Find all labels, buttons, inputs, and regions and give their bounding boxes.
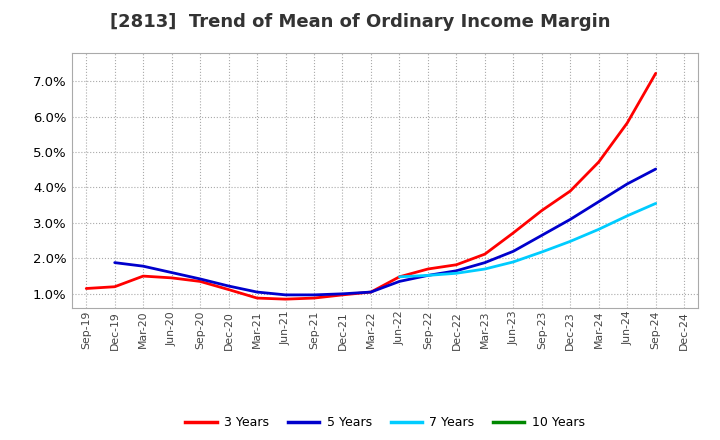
5 Years xyxy=(652,166,660,172)
7 Years xyxy=(623,213,631,219)
3 Years xyxy=(282,297,290,302)
3 Years xyxy=(167,275,176,281)
5 Years xyxy=(310,292,318,297)
5 Years xyxy=(253,290,261,295)
5 Years xyxy=(509,249,518,254)
3 Years xyxy=(82,286,91,291)
5 Years xyxy=(537,233,546,238)
3 Years xyxy=(537,208,546,213)
3 Years xyxy=(338,292,347,297)
3 Years xyxy=(366,290,375,295)
5 Years xyxy=(452,268,461,273)
7 Years xyxy=(480,266,489,271)
5 Years xyxy=(282,292,290,297)
5 Years xyxy=(196,276,204,282)
3 Years xyxy=(623,120,631,126)
5 Years xyxy=(566,217,575,222)
7 Years xyxy=(652,201,660,206)
3 Years xyxy=(423,266,432,271)
3 Years xyxy=(509,230,518,235)
Legend: 3 Years, 5 Years, 7 Years, 10 Years: 3 Years, 5 Years, 7 Years, 10 Years xyxy=(181,411,590,434)
7 Years xyxy=(423,273,432,278)
5 Years xyxy=(110,260,119,265)
3 Years xyxy=(110,284,119,290)
Text: [2813]  Trend of Mean of Ordinary Income Margin: [2813] Trend of Mean of Ordinary Income … xyxy=(109,13,611,31)
7 Years xyxy=(566,239,575,244)
3 Years xyxy=(452,262,461,268)
Line: 5 Years: 5 Years xyxy=(114,169,656,295)
5 Years xyxy=(338,291,347,297)
Line: 3 Years: 3 Years xyxy=(86,73,656,299)
5 Years xyxy=(139,264,148,269)
3 Years xyxy=(310,295,318,301)
3 Years xyxy=(566,188,575,194)
7 Years xyxy=(537,249,546,255)
3 Years xyxy=(595,159,603,165)
7 Years xyxy=(595,227,603,232)
5 Years xyxy=(480,260,489,265)
3 Years xyxy=(196,279,204,284)
5 Years xyxy=(225,283,233,289)
7 Years xyxy=(509,259,518,264)
5 Years xyxy=(395,279,404,284)
Line: 7 Years: 7 Years xyxy=(400,203,656,277)
3 Years xyxy=(253,295,261,301)
3 Years xyxy=(225,287,233,292)
5 Years xyxy=(366,290,375,295)
3 Years xyxy=(139,273,148,279)
5 Years xyxy=(623,181,631,187)
5 Years xyxy=(167,270,176,275)
7 Years xyxy=(452,271,461,276)
3 Years xyxy=(480,252,489,257)
3 Years xyxy=(652,71,660,76)
3 Years xyxy=(395,274,404,279)
7 Years xyxy=(395,274,404,279)
5 Years xyxy=(423,273,432,278)
5 Years xyxy=(595,199,603,204)
